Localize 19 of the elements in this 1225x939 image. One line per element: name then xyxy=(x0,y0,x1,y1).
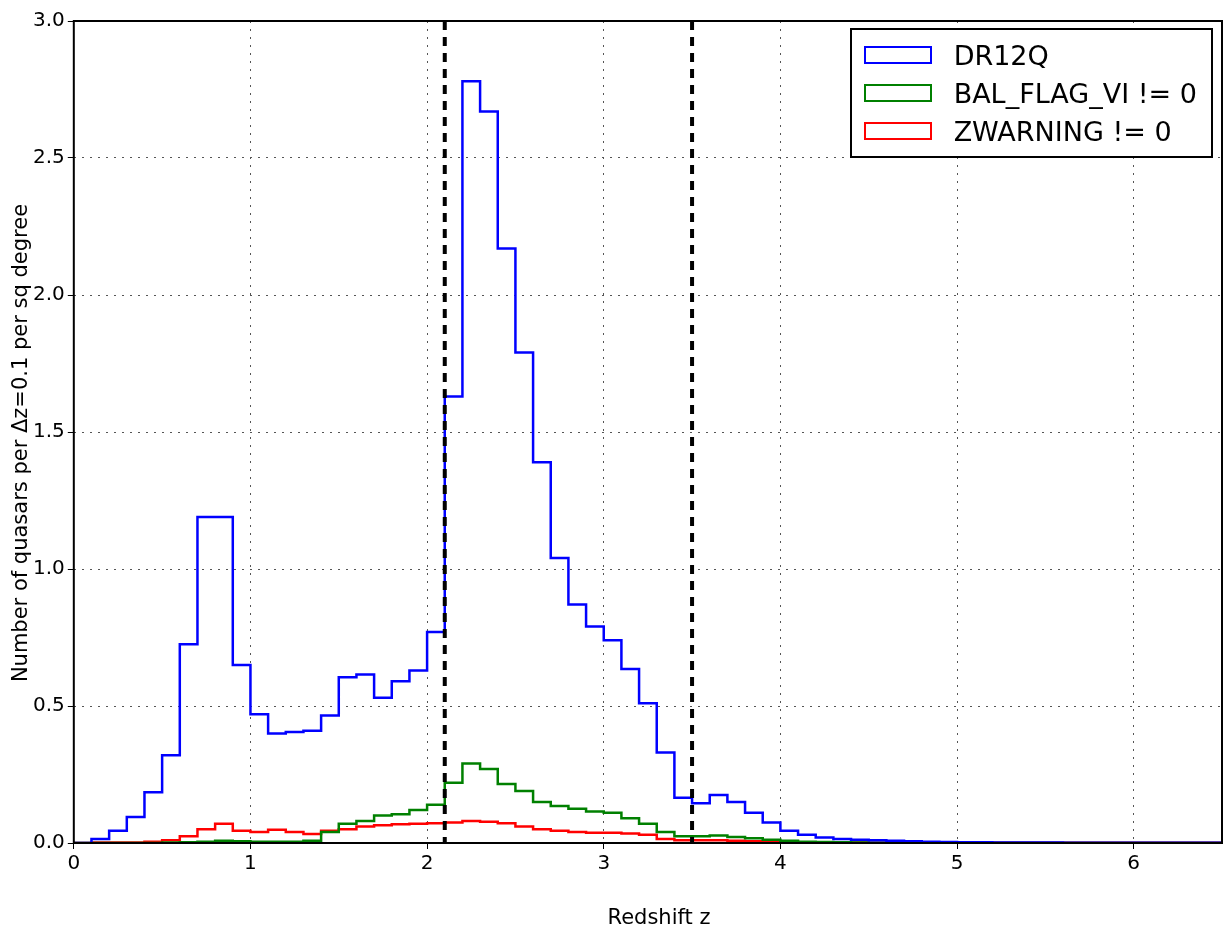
x-tick-label: 0 xyxy=(67,850,81,875)
x-tick-label: 4 xyxy=(774,850,787,875)
y-tick-label: 2.0 xyxy=(32,281,65,306)
y-axis-title: Number of quasars per Δz=0.1 per sq degree xyxy=(8,203,32,683)
legend-label: BAL_FLAG_VI != 0 xyxy=(953,77,1197,109)
y-tick-label: 0.0 xyxy=(32,829,65,854)
x-tick-label: 6 xyxy=(1127,850,1141,875)
x-tick-label: 5 xyxy=(950,850,964,875)
x-axis-title: Redshift z xyxy=(606,905,712,929)
legend-label: ZWARNING != 0 xyxy=(953,115,1172,147)
y-tick-label: 1.0 xyxy=(32,555,65,580)
y-tick-label: 0.5 xyxy=(32,692,65,717)
y-tick-label: 3.0 xyxy=(32,7,65,32)
x-tick-label: 3 xyxy=(597,850,611,875)
legend-label: DR12Q xyxy=(953,39,1049,71)
y-tick-label: 2.5 xyxy=(32,144,65,169)
y-tick-label: 1.5 xyxy=(32,418,65,443)
x-tick-label: 1 xyxy=(244,850,257,875)
x-tick-label: 2 xyxy=(420,850,434,875)
